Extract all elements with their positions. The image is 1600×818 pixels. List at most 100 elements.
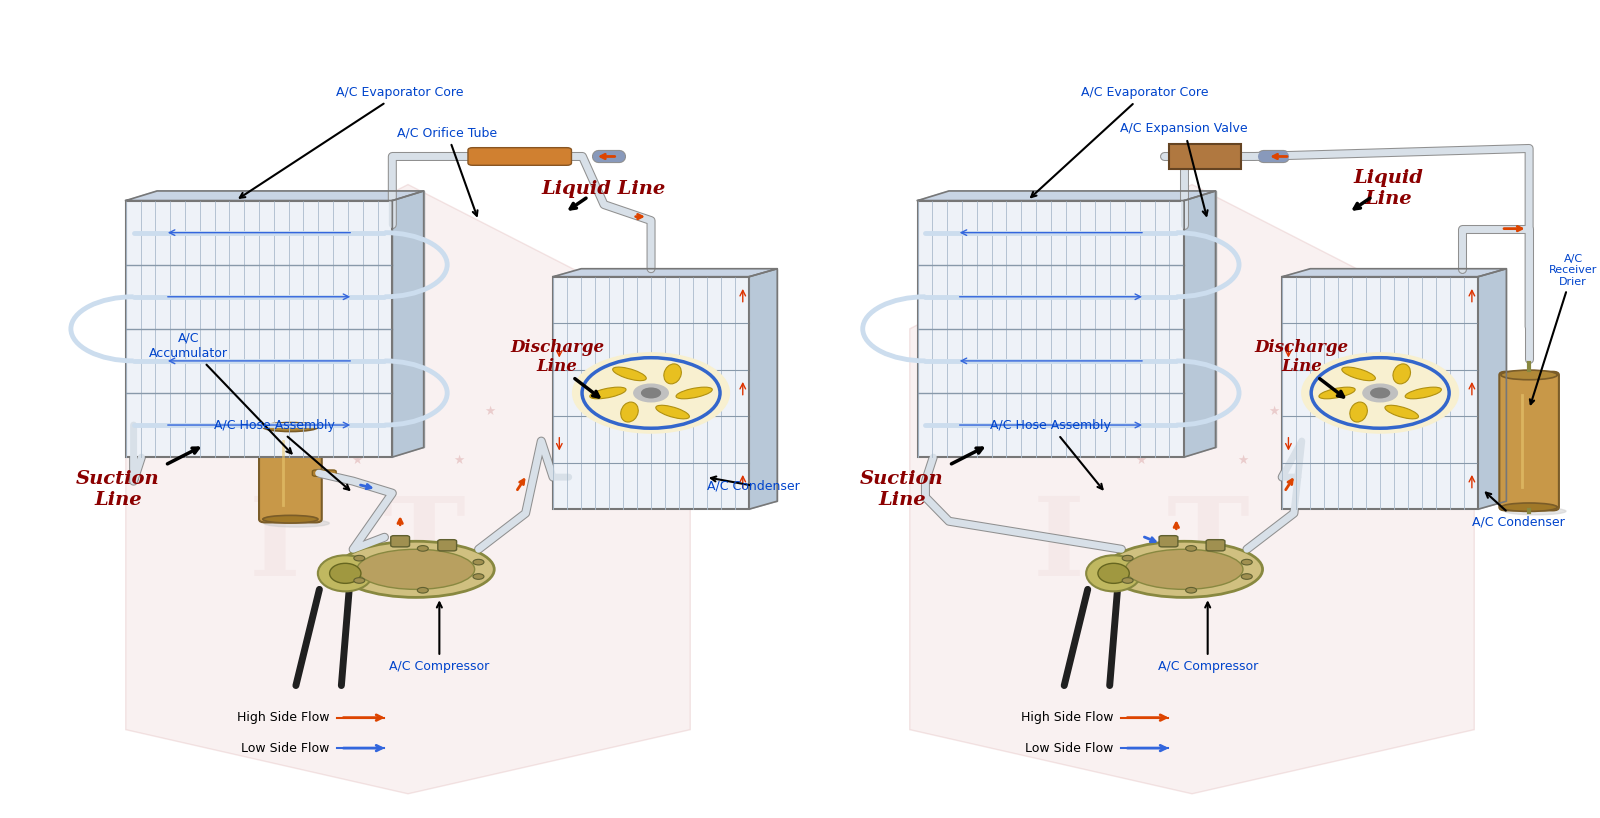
Ellipse shape: [1501, 370, 1557, 380]
Ellipse shape: [1386, 405, 1419, 419]
Polygon shape: [392, 191, 424, 457]
Text: A/C Evaporator Core: A/C Evaporator Core: [1030, 87, 1208, 197]
Circle shape: [1242, 560, 1253, 565]
Ellipse shape: [357, 550, 475, 589]
Circle shape: [573, 353, 730, 433]
FancyBboxPatch shape: [1282, 276, 1478, 509]
Polygon shape: [1478, 268, 1506, 509]
Text: ★: ★: [1136, 454, 1147, 467]
Polygon shape: [126, 191, 424, 200]
Circle shape: [634, 384, 669, 402]
Ellipse shape: [1106, 542, 1262, 597]
Ellipse shape: [1350, 402, 1368, 422]
Circle shape: [642, 389, 661, 398]
Ellipse shape: [621, 402, 638, 422]
Circle shape: [1302, 353, 1459, 433]
FancyBboxPatch shape: [390, 536, 410, 547]
Circle shape: [1186, 546, 1197, 551]
Ellipse shape: [1405, 387, 1442, 399]
Text: A/C Hose Assembly: A/C Hose Assembly: [214, 419, 349, 490]
Circle shape: [1363, 384, 1397, 402]
Polygon shape: [749, 268, 778, 509]
FancyBboxPatch shape: [467, 148, 571, 165]
Ellipse shape: [262, 423, 318, 432]
Ellipse shape: [613, 367, 646, 380]
Polygon shape: [910, 185, 1474, 793]
FancyBboxPatch shape: [1206, 540, 1226, 551]
Text: T: T: [382, 492, 466, 599]
Ellipse shape: [1098, 564, 1130, 583]
Text: ★: ★: [485, 405, 496, 418]
Text: Suction
Line: Suction Line: [861, 470, 944, 509]
Text: Liquid Line: Liquid Line: [542, 179, 666, 198]
Ellipse shape: [1342, 367, 1376, 380]
Circle shape: [474, 560, 483, 565]
FancyBboxPatch shape: [918, 200, 1184, 457]
Text: A/C Orifice Tube: A/C Orifice Tube: [397, 127, 498, 216]
Text: Discharge
Line: Discharge Line: [1254, 339, 1349, 375]
Ellipse shape: [590, 387, 626, 399]
Text: A/C Compressor: A/C Compressor: [389, 603, 490, 672]
FancyBboxPatch shape: [157, 191, 424, 447]
Polygon shape: [918, 191, 1216, 200]
Circle shape: [474, 573, 483, 579]
Polygon shape: [554, 268, 778, 276]
FancyBboxPatch shape: [554, 276, 749, 509]
Text: ★: ★: [352, 454, 363, 467]
Ellipse shape: [1501, 503, 1557, 511]
Circle shape: [1122, 555, 1133, 561]
Text: I: I: [1032, 492, 1085, 599]
FancyBboxPatch shape: [312, 470, 336, 476]
Ellipse shape: [1318, 387, 1355, 399]
Text: ★: ★: [320, 405, 331, 418]
Polygon shape: [1282, 268, 1506, 276]
FancyBboxPatch shape: [581, 268, 778, 501]
FancyBboxPatch shape: [1170, 144, 1242, 169]
FancyBboxPatch shape: [1158, 536, 1178, 547]
Circle shape: [418, 587, 429, 593]
Circle shape: [1122, 578, 1133, 583]
Circle shape: [1186, 587, 1197, 593]
FancyBboxPatch shape: [126, 200, 392, 457]
Polygon shape: [1184, 191, 1216, 457]
Ellipse shape: [664, 364, 682, 384]
Circle shape: [1371, 389, 1389, 398]
Ellipse shape: [264, 519, 330, 527]
Ellipse shape: [318, 555, 373, 591]
FancyBboxPatch shape: [1499, 371, 1558, 510]
Polygon shape: [126, 185, 690, 793]
Ellipse shape: [330, 564, 362, 583]
Circle shape: [354, 555, 365, 561]
Ellipse shape: [656, 405, 690, 419]
Ellipse shape: [677, 387, 712, 399]
Text: A/C Hose Assembly: A/C Hose Assembly: [990, 419, 1112, 489]
Text: T: T: [1166, 492, 1250, 599]
Ellipse shape: [1506, 508, 1566, 515]
Text: ★: ★: [1186, 375, 1198, 388]
FancyBboxPatch shape: [949, 191, 1216, 447]
Circle shape: [418, 546, 429, 551]
Text: High Side Flow: High Side Flow: [1021, 711, 1114, 724]
Text: Discharge
Line: Discharge Line: [510, 339, 605, 375]
Ellipse shape: [1086, 555, 1141, 591]
Text: Suction
Line: Suction Line: [77, 470, 160, 509]
Text: ★: ★: [1237, 454, 1248, 467]
Text: I: I: [248, 492, 301, 599]
Text: A/C
Receiver
Drier: A/C Receiver Drier: [1530, 254, 1597, 404]
Text: ★: ★: [453, 454, 464, 467]
Ellipse shape: [338, 542, 494, 597]
Text: A/C Evaporator Core: A/C Evaporator Core: [240, 87, 464, 198]
Text: Liquid
Line: Liquid Line: [1354, 169, 1422, 208]
Ellipse shape: [1394, 364, 1411, 384]
Text: ★: ★: [402, 375, 414, 388]
Text: High Side Flow: High Side Flow: [237, 711, 330, 724]
Ellipse shape: [262, 515, 318, 523]
Text: A/C Condenser: A/C Condenser: [707, 476, 800, 492]
Text: Low Side Flow: Low Side Flow: [242, 742, 330, 754]
Text: ★: ★: [1104, 405, 1115, 418]
FancyBboxPatch shape: [1310, 268, 1506, 501]
FancyBboxPatch shape: [259, 424, 322, 523]
Text: A/C Expansion Valve: A/C Expansion Valve: [1120, 123, 1248, 216]
Text: A/C Compressor: A/C Compressor: [1157, 603, 1258, 672]
Text: ★: ★: [1269, 405, 1280, 418]
